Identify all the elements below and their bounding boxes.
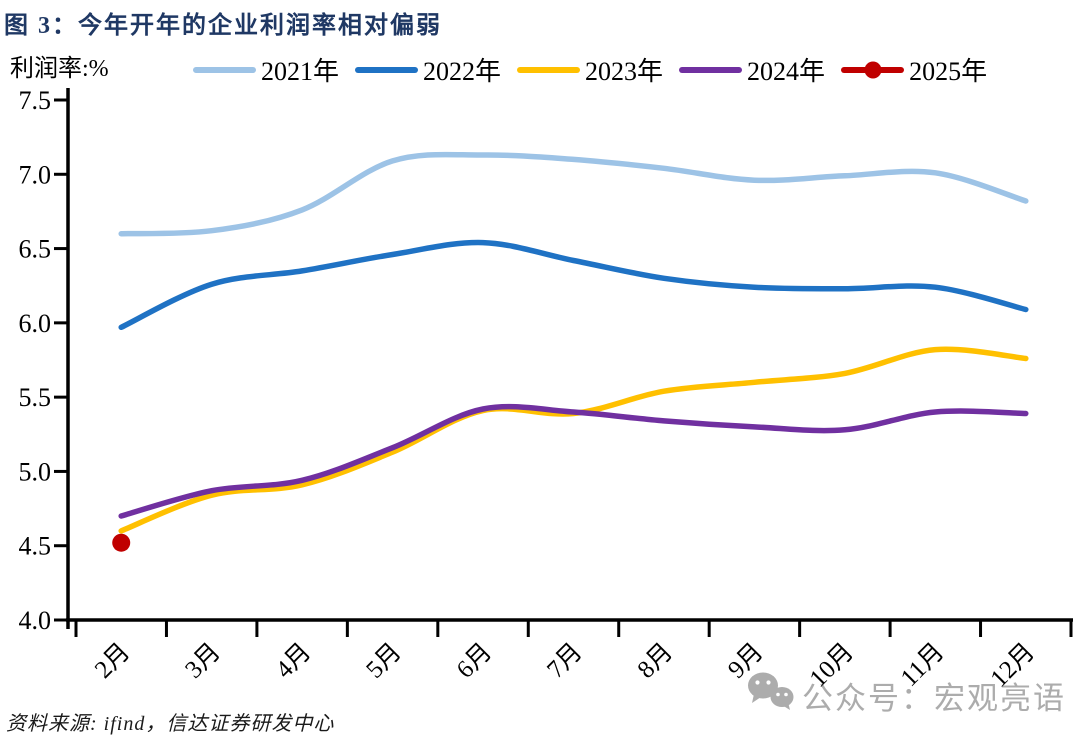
x-tick-label: 8月 (633, 638, 679, 684)
legend-label: 2021年 (261, 57, 340, 86)
legend-swatch (841, 61, 905, 78)
x-tick-label: 4月 (271, 638, 317, 684)
x-tick-label: 12月 (986, 638, 1040, 692)
series-line-2023年 (118, 346, 1029, 534)
x-tick-label: 10月 (805, 638, 859, 692)
legend-swatch (193, 66, 256, 73)
x-tick-label: 6月 (452, 638, 498, 684)
watermark-text: 公众号：宏观亮语 (802, 680, 1066, 716)
legend-marker-dot (864, 61, 882, 78)
y-tick-label: 6.5 (19, 235, 52, 264)
y-tick-label: 4.5 (19, 532, 52, 561)
y-tick-label: 4.0 (19, 606, 52, 635)
x-tick-label: 5月 (361, 638, 407, 684)
legend-item-2022年: 2022年 (355, 51, 501, 88)
x-tick-label: 11月 (896, 638, 950, 692)
y-tick-label: 5.0 (19, 457, 52, 486)
wechat-icon (744, 670, 796, 720)
legend-swatch (355, 66, 419, 73)
x-tick-label: 9月 (723, 638, 769, 684)
legend-label: 2024年 (747, 57, 826, 86)
legend-swatch (679, 66, 743, 73)
legend-item-2025年: 2025年 (841, 51, 987, 88)
legend-label: 2025年 (909, 57, 988, 86)
legend-item-2023年: 2023年 (517, 51, 663, 88)
legend-label: 2022年 (423, 57, 502, 86)
series-point-2025年 (112, 533, 131, 552)
legend-item-2024年: 2024年 (679, 51, 825, 88)
chart-legend: 2021年 2022年 2023年 2024年 2025年 (193, 51, 1003, 88)
x-tick-label: 2月 (90, 638, 136, 684)
series-line-2024年 (118, 403, 1029, 519)
x-tick-label: 3月 (180, 638, 226, 684)
y-tick-label: 7.5 (19, 86, 52, 115)
y-tick-label: 6.0 (19, 309, 52, 338)
source-note: 资料来源: ifind，信达证券研发中心 (6, 713, 335, 735)
series-line-2021年 (118, 151, 1029, 237)
legend-swatch (517, 66, 581, 73)
series-line-2022年 (118, 239, 1029, 331)
x-tick-label: 7月 (542, 638, 588, 684)
y-tick-label: 7.0 (19, 160, 52, 189)
y-axis-unit-label: 利润率:% (10, 56, 109, 82)
legend-label: 2023年 (585, 57, 664, 86)
watermark: 公众号：宏观亮语 (744, 670, 1066, 720)
legend-item-2021年: 2021年 (193, 51, 339, 88)
y-tick-label: 5.5 (19, 383, 52, 412)
chart-title: 图 3：今年开年的企业利润率相对偏弱 (4, 13, 442, 39)
